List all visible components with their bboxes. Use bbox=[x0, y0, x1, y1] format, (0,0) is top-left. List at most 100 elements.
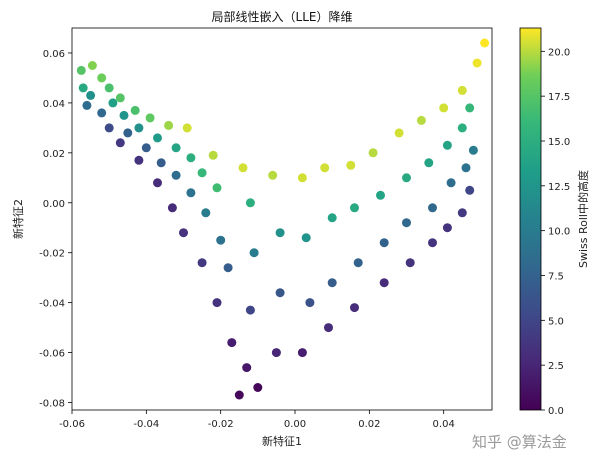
scatter-point-54 bbox=[320, 163, 330, 173]
scatter-points bbox=[76, 38, 490, 400]
scatter-point-61 bbox=[350, 303, 359, 313]
scatter-point-0 bbox=[76, 65, 86, 75]
x-tick-label: -0.02 bbox=[208, 419, 234, 430]
scatter-point-43 bbox=[242, 363, 252, 373]
scatter-point-60 bbox=[353, 258, 363, 268]
scatter-point-62 bbox=[368, 148, 378, 158]
scatter-point-27 bbox=[186, 153, 196, 163]
scatter-point-1 bbox=[87, 61, 97, 70]
scatter-point-8 bbox=[97, 108, 107, 118]
scatter-point-72 bbox=[428, 203, 437, 213]
scatter-point-26 bbox=[182, 123, 192, 133]
scatter-point-33 bbox=[208, 150, 218, 160]
scatter-point-48 bbox=[275, 288, 285, 298]
x-tick-label: 0.04 bbox=[433, 419, 455, 430]
chart-title: 局部线性嵌入（LLE）降维 bbox=[212, 9, 353, 24]
scatter-point-81 bbox=[457, 208, 467, 218]
y-tick-label: 0.06 bbox=[43, 49, 65, 60]
scatter-point-6 bbox=[104, 83, 114, 93]
scatter-point-25 bbox=[167, 203, 177, 213]
scatter-point-41 bbox=[249, 248, 259, 258]
scatter-point-63 bbox=[376, 190, 385, 200]
y-axis-label: 新特征2 bbox=[11, 199, 25, 239]
scatter-point-52 bbox=[305, 298, 315, 308]
scatter-point-70 bbox=[416, 115, 426, 125]
scatter-point-57 bbox=[324, 323, 333, 333]
scatter-point-83 bbox=[465, 103, 475, 113]
scatter-point-75 bbox=[442, 140, 452, 150]
colorbar-tick-label: 20.0 bbox=[548, 47, 570, 58]
colorbar-label: Swiss Roll中的高度 bbox=[576, 170, 590, 268]
scatter-point-29 bbox=[179, 228, 188, 238]
scatter-point-55 bbox=[327, 213, 337, 223]
scatter-point-86 bbox=[480, 38, 490, 48]
scatter-point-78 bbox=[457, 85, 467, 95]
scatter-point-22 bbox=[164, 120, 174, 130]
colorbar-tick-label: 12.5 bbox=[548, 182, 570, 193]
y-axis-ticks: -0.08 -0.06 -0.04 -0.02 0.00 0.02 0.04 0.06 bbox=[39, 49, 72, 410]
x-tick-label: -0.06 bbox=[59, 419, 85, 430]
y-tick-label: -0.04 bbox=[39, 299, 65, 310]
scatter-point-23 bbox=[171, 143, 181, 153]
scatter-point-73 bbox=[428, 238, 437, 248]
x-tick-label: 0.02 bbox=[358, 419, 380, 430]
scatter-point-7 bbox=[108, 98, 118, 108]
scatter-point-15 bbox=[134, 123, 144, 133]
y-tick-label: 0.04 bbox=[43, 99, 65, 110]
scatter-point-4 bbox=[86, 90, 96, 100]
y-tick-label: -0.02 bbox=[39, 249, 65, 260]
scatter-point-10 bbox=[115, 93, 125, 103]
scatter-point-69 bbox=[405, 258, 415, 268]
scatter-point-38 bbox=[227, 338, 237, 348]
colorbar-tick-label: 0.0 bbox=[548, 406, 564, 417]
colorbar bbox=[519, 27, 542, 411]
scatter-point-37 bbox=[223, 263, 233, 273]
scatter-point-65 bbox=[379, 278, 389, 288]
scatter-point-59 bbox=[350, 203, 359, 213]
scatter-point-11 bbox=[119, 110, 129, 120]
scatter-point-28 bbox=[186, 188, 196, 198]
scatter-point-21 bbox=[153, 178, 162, 188]
scatter-point-16 bbox=[141, 143, 151, 153]
scatter-point-18 bbox=[145, 113, 155, 123]
scatter-point-58 bbox=[346, 160, 356, 170]
colorbar-tick-label: 2.5 bbox=[548, 361, 564, 372]
scatter-point-14 bbox=[130, 105, 140, 115]
scatter-point-40 bbox=[245, 198, 255, 208]
colorbar-tick-label: 7.5 bbox=[548, 271, 564, 282]
y-tick-label: 0.02 bbox=[43, 149, 65, 160]
colorbar-tick-label: 5.0 bbox=[548, 316, 564, 327]
y-tick-label: -0.08 bbox=[39, 399, 65, 410]
scatter-point-46 bbox=[268, 170, 278, 180]
scatter-point-19 bbox=[153, 133, 162, 143]
scatter-point-71 bbox=[424, 158, 434, 168]
scatter-point-47 bbox=[275, 228, 285, 238]
scatter-point-53 bbox=[297, 348, 307, 358]
scatter-point-50 bbox=[297, 173, 307, 183]
scatter-point-85 bbox=[465, 185, 475, 195]
scatter-point-84 bbox=[468, 145, 478, 155]
scatter-point-32 bbox=[197, 258, 207, 268]
scatter-point-30 bbox=[197, 168, 207, 178]
scatter-point-66 bbox=[394, 128, 404, 138]
scatter-point-44 bbox=[234, 390, 244, 400]
x-axis-ticks: -0.06 -0.04 -0.02 0.00 0.02 0.04 bbox=[59, 410, 455, 430]
scatter-point-74 bbox=[439, 103, 449, 113]
scatter-point-34 bbox=[212, 183, 222, 193]
scatter-point-3 bbox=[78, 83, 88, 93]
scatter-point-9 bbox=[104, 123, 114, 133]
scatter-point-20 bbox=[156, 158, 166, 168]
x-axis-label: 新特征1 bbox=[262, 434, 302, 448]
scatter-point-82 bbox=[472, 58, 482, 68]
x-tick-label: -0.04 bbox=[133, 419, 159, 430]
scatter-point-12 bbox=[123, 128, 133, 138]
scatter-point-17 bbox=[134, 155, 144, 165]
scatter-point-35 bbox=[216, 235, 226, 245]
watermark: 知乎 @算法金 bbox=[472, 433, 567, 451]
scatter-point-36 bbox=[212, 298, 222, 308]
colorbar-tick-label: 15.0 bbox=[548, 137, 570, 148]
scatter-point-42 bbox=[245, 305, 255, 315]
scatter-point-31 bbox=[201, 208, 211, 218]
scatter-point-67 bbox=[402, 173, 411, 183]
